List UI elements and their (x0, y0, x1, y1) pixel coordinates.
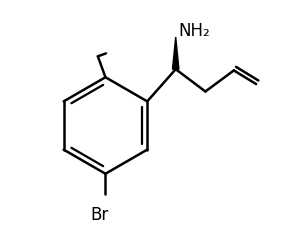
Text: Br: Br (90, 205, 108, 223)
Text: NH₂: NH₂ (178, 21, 210, 40)
Polygon shape (172, 38, 179, 70)
